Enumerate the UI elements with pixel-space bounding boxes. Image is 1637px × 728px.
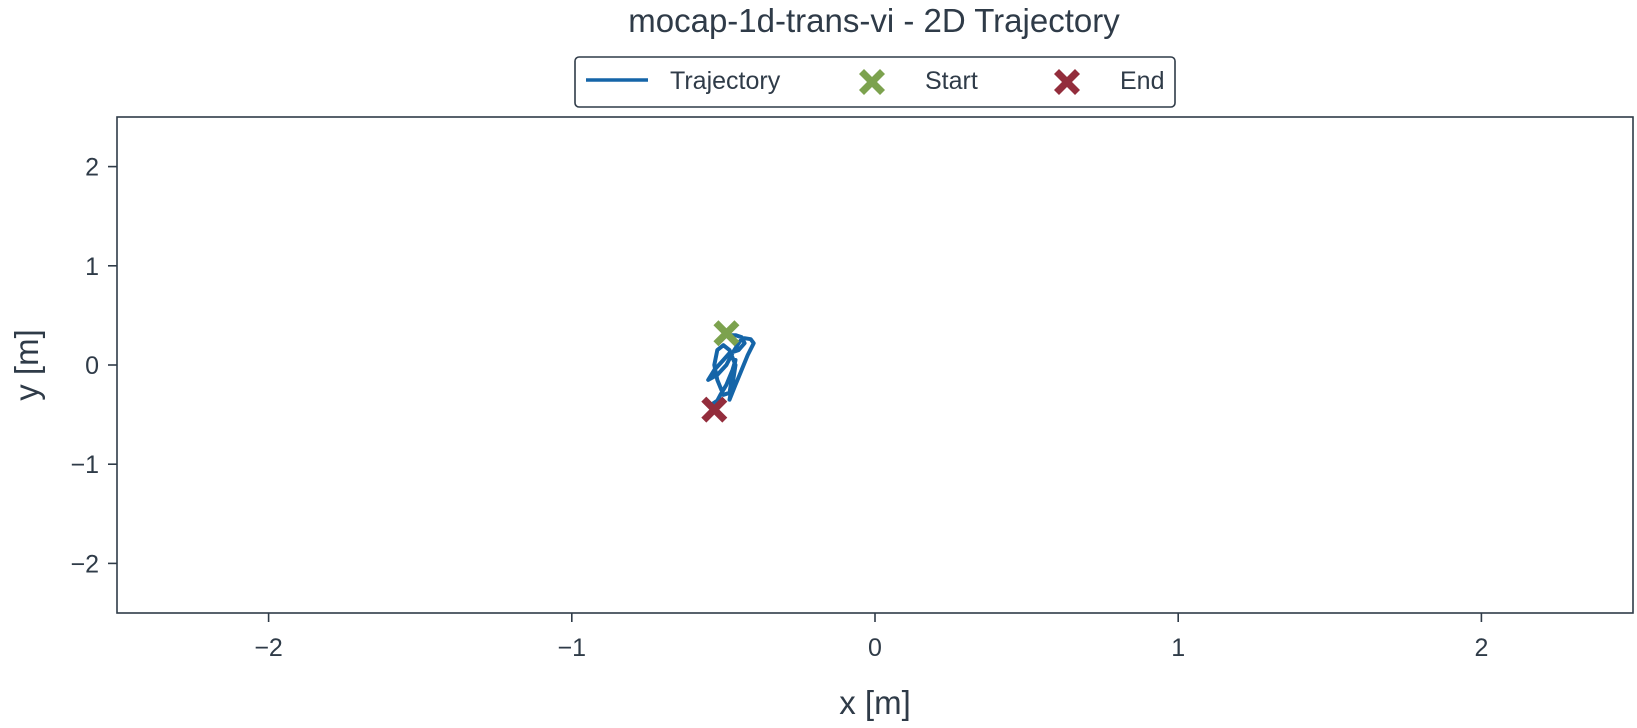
x-axis-ticks: −2 −1 0 1 2 bbox=[254, 613, 1488, 662]
end-marker bbox=[701, 396, 728, 423]
legend-end-marker bbox=[1054, 69, 1080, 95]
legend-start-marker bbox=[859, 69, 885, 95]
y-tick-label: 2 bbox=[85, 154, 99, 182]
legend-trajectory-label: Trajectory bbox=[670, 67, 781, 95]
chart-title: mocap-1d-trans-vi - 2D Trajectory bbox=[628, 2, 1120, 39]
legend: Trajectory Start End bbox=[574, 56, 1176, 108]
x-axis-label: x [m] bbox=[839, 684, 911, 721]
x-tick-label: 1 bbox=[1171, 634, 1185, 662]
start-marker bbox=[713, 320, 740, 347]
y-tick-label: 0 bbox=[85, 352, 99, 380]
y-axis-ticks: −2 −1 0 1 2 bbox=[70, 154, 117, 578]
y-tick-label: −2 bbox=[70, 550, 99, 578]
x-tick-label: 0 bbox=[868, 634, 882, 662]
y-axis-label: y [m] bbox=[8, 329, 45, 401]
y-tick-label: 1 bbox=[85, 253, 99, 281]
legend-end-label: End bbox=[1120, 67, 1164, 95]
trajectory-line bbox=[706, 333, 756, 412]
x-tick-label: 2 bbox=[1474, 634, 1488, 662]
x-tick-label: −1 bbox=[558, 634, 587, 662]
legend-start-label: Start bbox=[925, 67, 978, 95]
plot-area bbox=[116, 116, 1634, 614]
y-tick-label: −1 bbox=[70, 451, 99, 479]
x-tick-label: −2 bbox=[254, 634, 283, 662]
